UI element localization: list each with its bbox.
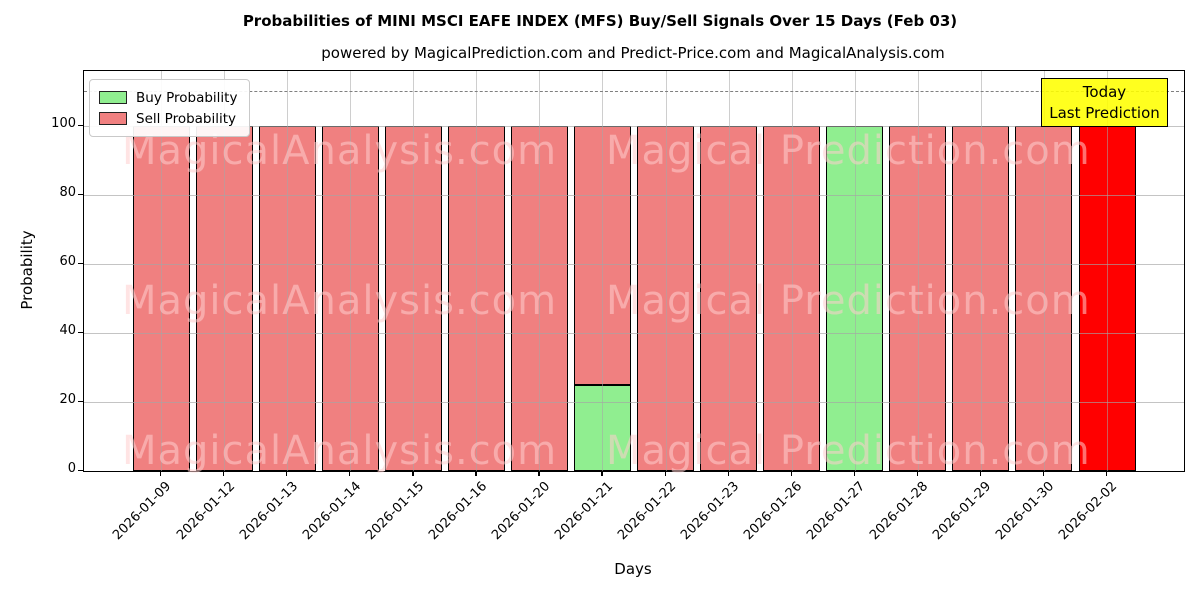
v-gridline-7: [602, 71, 604, 471]
y-tick-label-100: 100: [51, 115, 76, 131]
v-gridline-2: [287, 71, 289, 471]
legend-item-buy: Buy Probability: [99, 87, 237, 108]
x-tick-mark-12: [916, 471, 919, 476]
x-tick-mark-6: [538, 471, 540, 476]
x-tick-label-2026-01-20: 2026-01-20: [488, 479, 553, 544]
legend: Buy Probability Sell Probability: [89, 79, 251, 137]
legend-item-sell: Sell Probability: [99, 108, 237, 129]
watermark-left-row2: MagicalAnalysis.com: [122, 278, 558, 324]
v-gridline-0: [161, 71, 162, 471]
y-tick-mark-100: [78, 124, 83, 126]
x-axis-title: Days: [614, 560, 652, 578]
v-gridline-6: [539, 71, 541, 471]
x-tick-mark-10: [790, 471, 792, 476]
x-tick-mark-2: [286, 471, 288, 476]
x-tick-label-2026-01-27: 2026-01-27: [804, 479, 869, 544]
x-tick-label-2026-01-15: 2026-01-15: [362, 479, 427, 544]
watermark-right-row1: Magical Prediction.com: [606, 128, 1091, 174]
y-tick-mark-20: [78, 400, 83, 403]
x-tick-mark-13: [979, 471, 982, 476]
legend-label-buy: Buy Probability: [136, 89, 238, 106]
v-gridline-11: [854, 71, 856, 471]
watermark-right-row3: Magical Prediction.com: [606, 428, 1091, 474]
overlay-layer: [84, 71, 1184, 471]
v-gridline-8: [665, 71, 667, 471]
h-gridline-80: [84, 194, 1184, 196]
y-tick-label-40: 40: [59, 322, 76, 338]
v-gridline-3: [350, 71, 352, 471]
x-tick-mark-15: [1106, 471, 1108, 476]
h-gridline-60: [84, 263, 1184, 265]
x-tick-label-2026-01-22: 2026-01-22: [615, 479, 680, 544]
v-gridline-1: [224, 71, 226, 471]
h-gridline-100: [84, 125, 1184, 127]
v-gridline-15: [1107, 71, 1108, 471]
x-tick-label-2026-01-30: 2026-01-30: [993, 479, 1058, 544]
plot-area: MagicalAnalysis.com Magical Prediction.co…: [83, 70, 1185, 474]
y-tick-label-20: 20: [59, 391, 76, 407]
v-gridline-10: [791, 71, 793, 471]
x-tick-mark-3: [349, 471, 351, 476]
legend-label-sell: Sell Probability: [136, 110, 237, 127]
today-annotation-line1: Today: [1082, 82, 1127, 101]
watermark-right-row2: Magical Prediction.com: [606, 278, 1091, 324]
x-tick-mark-0: [160, 471, 162, 476]
x-tick-mark-8: [664, 471, 666, 476]
x-tick-label-2026-01-09: 2026-01-09: [110, 479, 175, 544]
buy-swatch-icon: [99, 91, 127, 104]
x-tick-mark-11: [853, 471, 856, 476]
y-tick-mark-40: [78, 331, 83, 334]
x-tick-label-2026-01-28: 2026-01-28: [867, 479, 932, 544]
x-tick-label-2026-01-14: 2026-01-14: [299, 479, 364, 544]
y-tick-label-80: 80: [59, 184, 76, 200]
x-tick-mark-1: [223, 471, 225, 476]
v-gridline-12: [917, 71, 919, 471]
today-annotation-line2: Last Prediction: [1049, 103, 1160, 122]
x-tick-mark-9: [727, 471, 729, 476]
x-tick-mark-5: [475, 471, 477, 476]
today-annotation: Today Last Prediction: [1041, 78, 1168, 127]
v-gridline-9: [728, 71, 730, 471]
y-tick-mark-60: [78, 262, 83, 265]
x-tick-label-2026-01-23: 2026-01-23: [678, 479, 743, 544]
h-gridline-20: [84, 401, 1184, 403]
chart-title: Probabilities of MINI MSCI EAFE INDEX (M…: [242, 12, 958, 30]
v-gridline-13: [980, 71, 982, 471]
x-tick-label-2026-02-02: 2026-02-02: [1056, 479, 1121, 544]
h-gridline-40: [84, 332, 1184, 334]
v-gridline-4: [413, 71, 415, 471]
x-tick-label-2026-01-21: 2026-01-21: [552, 479, 617, 544]
y-tick-label-60: 60: [59, 253, 76, 269]
threshold-dashed-line: [84, 91, 1184, 93]
v-gridline-14: [1043, 71, 1045, 471]
x-tick-label-2026-01-13: 2026-01-13: [236, 479, 301, 544]
sell-swatch-icon: [99, 112, 127, 125]
x-tick-label-2026-01-29: 2026-01-29: [930, 479, 995, 544]
x-tick-label-2026-01-26: 2026-01-26: [741, 479, 806, 544]
y-tick-mark-80: [78, 193, 83, 195]
chart-subtitle: powered by MagicalPrediction.com and Pre…: [321, 44, 945, 62]
x-tick-label-2026-01-12: 2026-01-12: [173, 479, 238, 544]
grid-layer: [84, 71, 1184, 471]
v-gridline-5: [476, 71, 478, 471]
x-tick-mark-7: [601, 471, 603, 476]
x-tick-label-2026-01-16: 2026-01-16: [425, 479, 490, 544]
y-axis-title: Probability: [18, 230, 36, 310]
y-tick-mark-0: [78, 470, 83, 472]
x-tick-mark-4: [412, 471, 414, 476]
y-tick-label-0: 0: [67, 461, 76, 476]
watermark-left-row3: MagicalAnalysis.com: [122, 428, 558, 474]
x-tick-mark-14: [1042, 471, 1045, 476]
